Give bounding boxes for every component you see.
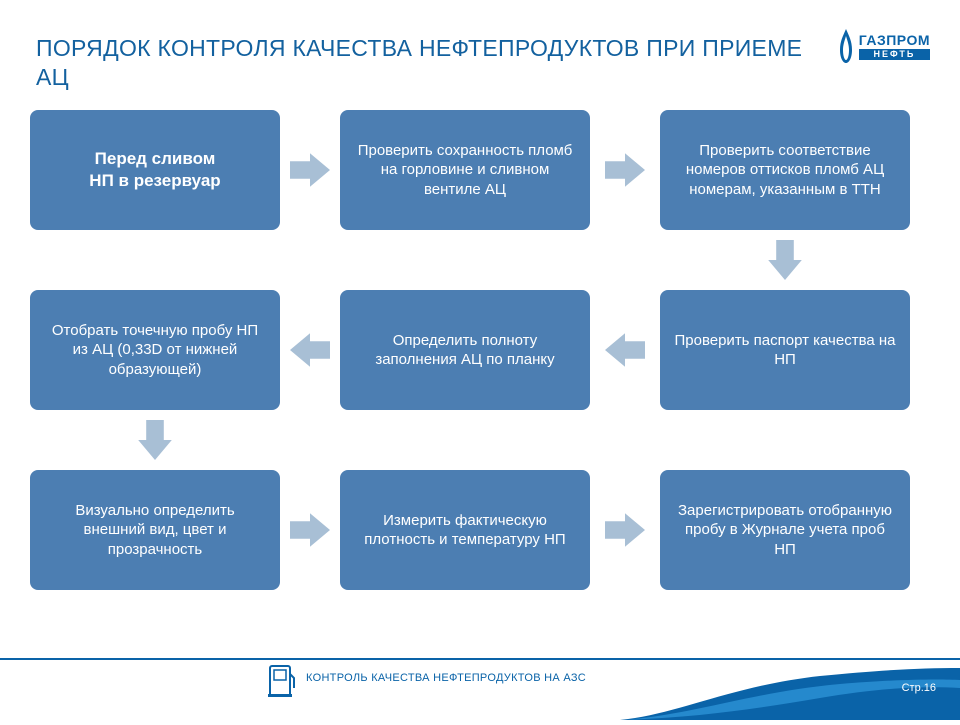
flame-icon: [837, 28, 855, 64]
logo-text: ГАЗПРОМ НЕФТЬ: [859, 33, 930, 60]
node-label-line1: Перед сливом: [89, 148, 220, 170]
header: ПОРЯДОК КОНТРОЛЯ КАЧЕСТВА НЕФТЕПРОДУКТОВ…: [36, 34, 810, 92]
flow-node-n5: Определить полноту заполнения АЦ по план…: [340, 290, 590, 410]
page-number: Стр.16: [902, 682, 936, 694]
flow-arrow: [605, 510, 645, 550]
flow-node-n6: Отобрать точечную пробу НП из АЦ (0,33D …: [30, 290, 280, 410]
flow-arrow: [290, 150, 330, 190]
flow-node-n2: Проверить сохранность пломб на горловине…: [340, 110, 590, 230]
logo-line2: НЕФТЬ: [859, 49, 930, 60]
node-label-line2: НП в резервуар: [89, 170, 220, 192]
flow-arrow: [765, 240, 805, 280]
flow-node-n3: Проверить соответствие номеров оттисков …: [660, 110, 910, 230]
flow-arrow: [135, 420, 175, 460]
brand-logo: ГАЗПРОМ НЕФТЬ: [837, 28, 930, 64]
flow-node-n4: Проверить паспорт качества на НП: [660, 290, 910, 410]
flow-node-n7: Визуально определить внешний вид, цвет и…: [30, 470, 280, 590]
flow-node-n1: Перед сливомНП в резервуар: [30, 110, 280, 230]
page-title: ПОРЯДОК КОНТРОЛЯ КАЧЕСТВА НЕФТЕПРОДУКТОВ…: [36, 34, 810, 92]
footer: КОНТРОЛЬ КАЧЕСТВА НЕФТЕПРОДУКТОВ НА АЗС …: [0, 658, 960, 720]
footer-text: КОНТРОЛЬ КАЧЕСТВА НЕФТЕПРОДУКТОВ НА АЗС: [306, 672, 586, 684]
flow-arrow: [605, 330, 645, 370]
flow-node-n8: Измерить фактическую плотность и темпера…: [340, 470, 590, 590]
flow-arrow: [290, 510, 330, 550]
flow-node-n9: Зарегистрировать отобранную пробу в Журн…: [660, 470, 910, 590]
pump-icon: [268, 664, 296, 698]
flowchart: Перед сливомНП в резервуар Проверить сохр…: [30, 110, 930, 644]
flow-arrow: [605, 150, 645, 190]
logo-line1: ГАЗПРОМ: [859, 33, 930, 47]
flow-arrow: [290, 330, 330, 370]
